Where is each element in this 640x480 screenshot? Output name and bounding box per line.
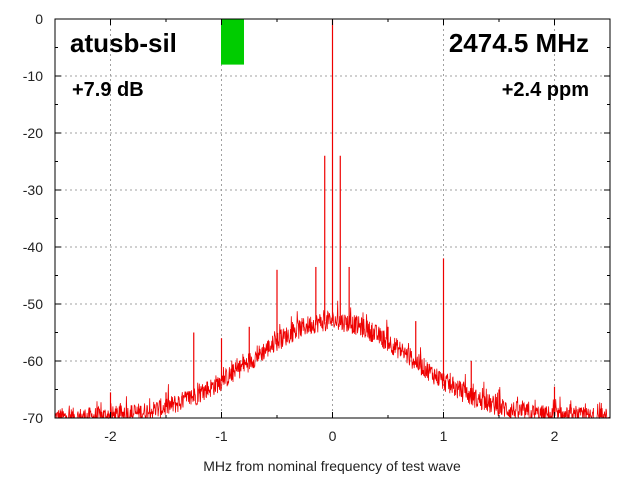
x-axis-label: MHz from nominal frequency of test wave — [203, 458, 461, 474]
level-indicator-bar — [221, 19, 244, 65]
x-tick-label: 1 — [440, 428, 448, 444]
y-tick-label: -20 — [23, 125, 43, 141]
y-tick-label: -30 — [23, 182, 43, 198]
x-tick-label: -1 — [215, 428, 228, 444]
x-tick-label: 0 — [329, 428, 337, 444]
device-label: atusb-sil — [70, 28, 177, 58]
y-tick-label: 0 — [35, 11, 43, 27]
level-label: +7.9 dB — [72, 79, 144, 101]
x-tick-label: -2 — [104, 428, 117, 444]
y-tick-label: -60 — [23, 353, 43, 369]
frequency-label: 2474.5 MHz — [449, 28, 589, 58]
y-tick-label: -50 — [23, 296, 43, 312]
tick-labels: 0-10-20-30-40-50-60-70-2 -1 0 1 2 — [23, 11, 559, 444]
y-tick-label: -10 — [23, 68, 43, 84]
series-layer — [54, 19, 610, 420]
y-tick-label: -70 — [23, 410, 43, 426]
y-tick-label: -40 — [23, 239, 43, 255]
x-tick-label: 2 — [551, 428, 559, 444]
ticks — [54, 18, 611, 419]
ppm-offset-label: +2.4 ppm — [502, 79, 589, 101]
